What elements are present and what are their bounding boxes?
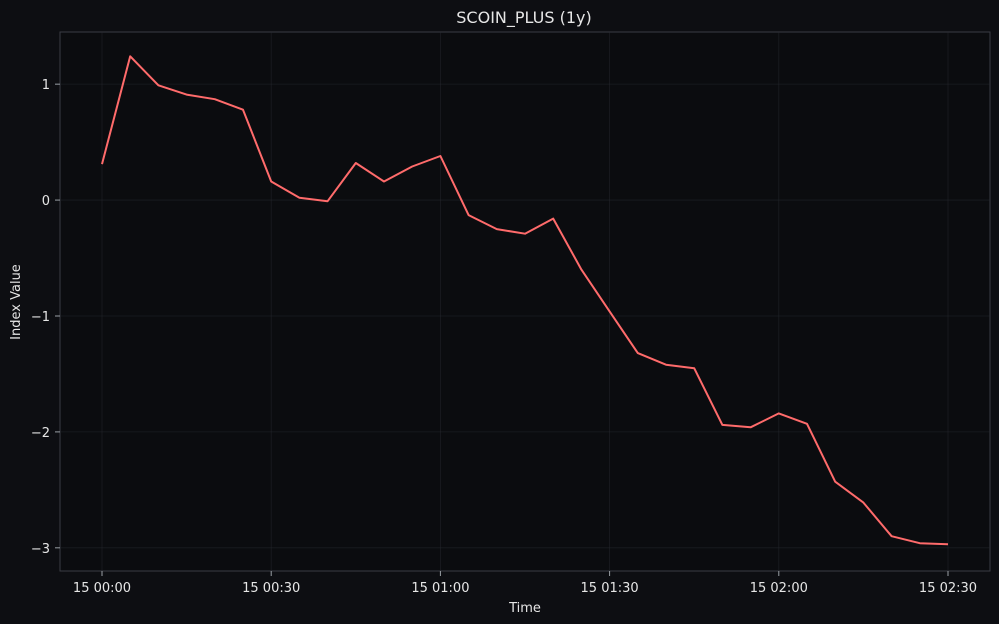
y-axis: 1 0 −1 −2 −3	[31, 78, 60, 557]
y-tick-label: −3	[31, 542, 50, 557]
chart-title: SCOIN_PLUS (1y)	[456, 8, 591, 28]
x-tick-label: 15 01:30	[581, 581, 639, 596]
grid	[60, 32, 990, 571]
plot-area	[59, 31, 991, 572]
y-axis-label: Index Value	[9, 264, 24, 340]
x-tick-label: 15 00:30	[242, 581, 300, 596]
x-tick-label: 15 02:30	[919, 581, 977, 596]
y-tick-label: 0	[42, 194, 50, 209]
y-tick-label: 1	[42, 78, 50, 93]
x-axis-label: Time	[508, 601, 541, 616]
y-tick-label: −1	[31, 310, 50, 325]
y-tick-label: −2	[31, 426, 50, 441]
data-points	[101, 56, 949, 545]
x-tick-label: 15 02:00	[750, 581, 808, 596]
x-axis: 15 00:00 15 00:30 15 01:00 15 01:30 15 02:00…	[73, 571, 977, 596]
x-tick-label: 15 01:00	[411, 581, 469, 596]
x-tick-label: 15 00:00	[73, 581, 131, 596]
